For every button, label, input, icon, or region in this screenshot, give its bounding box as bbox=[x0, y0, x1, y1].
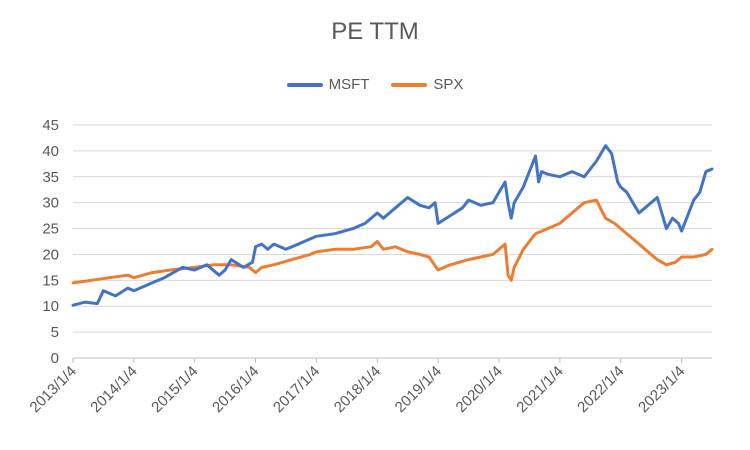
y-tick-label: 35 bbox=[42, 169, 59, 186]
x-tick-label: 2013/1/4 bbox=[27, 363, 80, 416]
legend-swatch-spx bbox=[391, 82, 428, 87]
series-line-spx bbox=[71, 198, 714, 285]
legend-label-spx: SPX bbox=[433, 76, 464, 93]
legend-swatch-msft bbox=[286, 82, 323, 87]
chart-title: PE TTM bbox=[331, 18, 419, 45]
x-tick-label: 2021/1/4 bbox=[513, 363, 566, 416]
y-tick-label: 0 bbox=[51, 350, 59, 367]
legend-label-msft: MSFT bbox=[328, 76, 370, 93]
x-tick-label: 2018/1/4 bbox=[331, 363, 384, 416]
x-tick-label: 2019/1/4 bbox=[392, 363, 445, 416]
y-tick-label: 10 bbox=[42, 298, 59, 315]
y-tick-label: 30 bbox=[42, 195, 59, 212]
x-tick-label: 2015/1/4 bbox=[148, 363, 201, 416]
series-line-msft bbox=[71, 144, 714, 307]
y-tick-label: 25 bbox=[42, 221, 59, 238]
y-tick-label: 5 bbox=[51, 324, 59, 341]
x-tick-label: 2023/1/4 bbox=[635, 363, 688, 416]
x-tick-label: 2016/1/4 bbox=[209, 363, 262, 416]
legend-item-msft: MSFT bbox=[286, 76, 370, 93]
y-tick-label: 20 bbox=[42, 246, 59, 263]
x-tick-label: 2014/1/4 bbox=[87, 363, 140, 416]
y-tick-label: 40 bbox=[42, 143, 59, 160]
legend: MSFT SPX bbox=[0, 76, 750, 93]
y-tick-label: 15 bbox=[42, 272, 59, 289]
x-tick-label: 2022/1/4 bbox=[574, 363, 627, 416]
legend-item-spx: SPX bbox=[391, 76, 463, 93]
x-tick-label: 2017/1/4 bbox=[270, 363, 323, 416]
x-tick-label: 2020/1/4 bbox=[453, 363, 506, 416]
y-tick-label: 45 bbox=[42, 117, 59, 134]
